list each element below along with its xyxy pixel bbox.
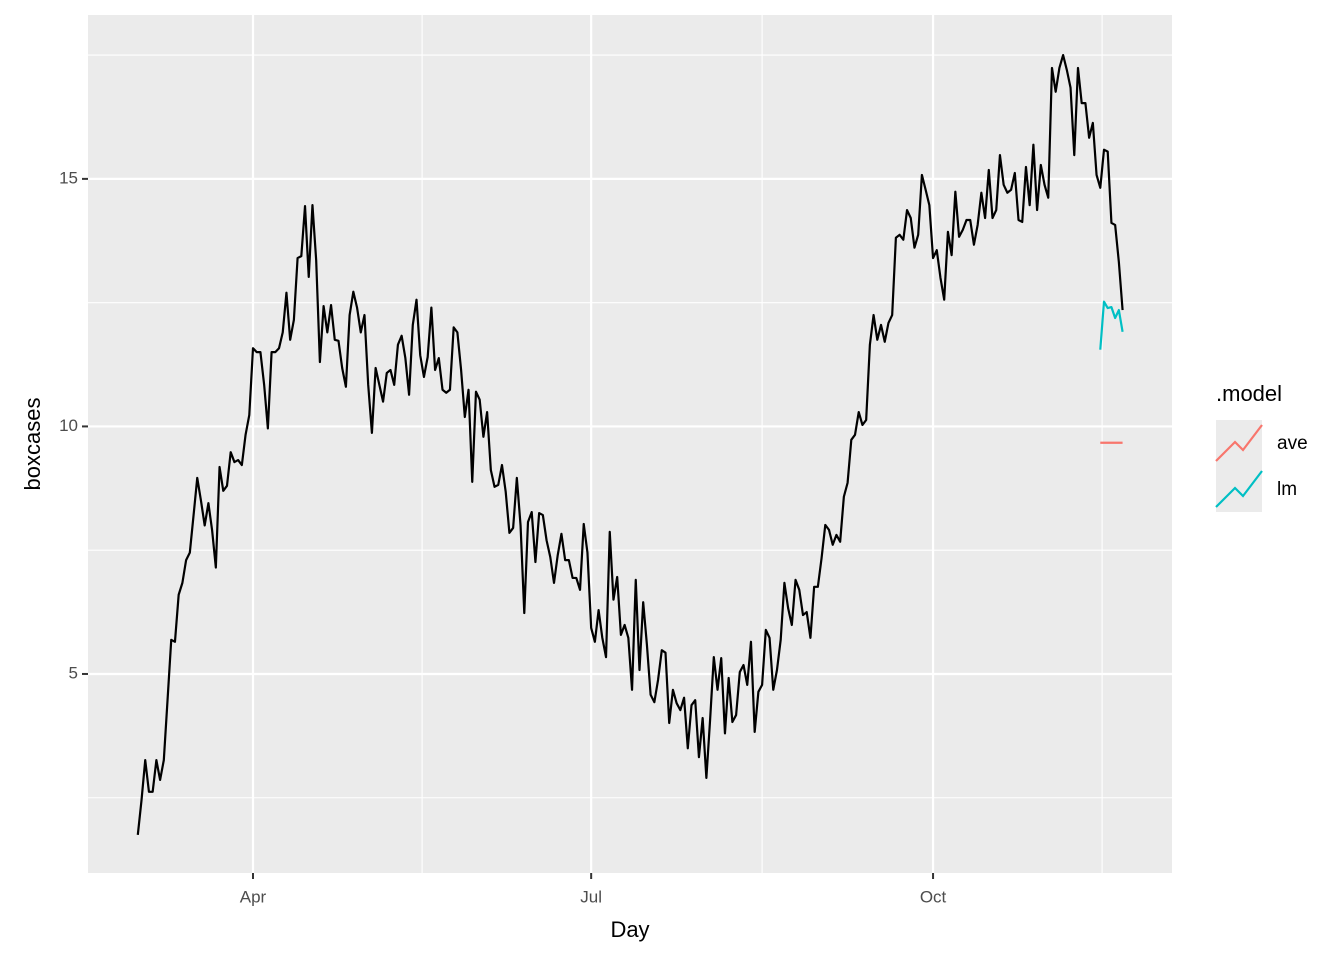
- legend-key-line: [1215, 470, 1263, 508]
- panel: [88, 15, 1172, 873]
- line: [136, 54, 1124, 835]
- legend-label: lm: [1277, 479, 1297, 500]
- y-tick-label: 5: [69, 663, 78, 682]
- y-tick-label: 10: [59, 416, 78, 435]
- legend-key: [1216, 466, 1262, 512]
- legend-key-line: [1215, 424, 1263, 462]
- y-axis-title: boxcases: [20, 398, 45, 491]
- legend-label: ave: [1277, 433, 1308, 454]
- x-tick-label: Oct: [920, 887, 947, 906]
- y-tick-label: 15: [59, 168, 78, 187]
- forecast-line: [1099, 300, 1124, 350]
- legend-key: [1216, 420, 1262, 466]
- x-tick-label: Jul: [580, 887, 602, 906]
- x-tick-label: Apr: [240, 887, 267, 906]
- x-axis-title: Day: [610, 917, 649, 942]
- legend-title: .model: [1216, 381, 1282, 406]
